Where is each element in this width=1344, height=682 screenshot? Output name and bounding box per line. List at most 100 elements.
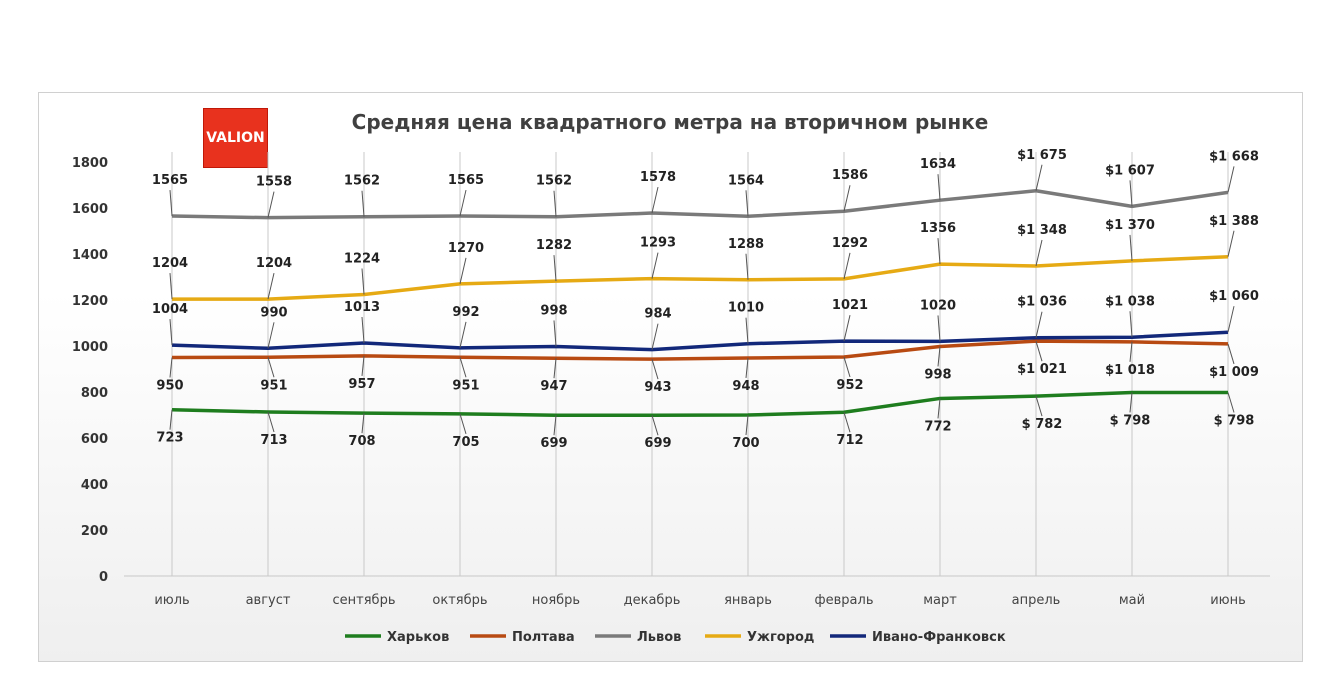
data-label: 998 bbox=[924, 367, 951, 382]
y-tick-label: 1600 bbox=[72, 202, 108, 217]
data-label: 699 bbox=[540, 436, 567, 451]
data-label: 1634 bbox=[920, 157, 956, 172]
x-tick-label: ноябрь bbox=[532, 593, 580, 608]
leader-line bbox=[553, 190, 557, 217]
leader-line bbox=[651, 252, 659, 279]
leader-line bbox=[267, 322, 275, 349]
leader-line bbox=[1227, 306, 1235, 333]
leader-line bbox=[459, 357, 467, 378]
y-tick-label: 1800 bbox=[72, 156, 108, 171]
y-tick-label: 800 bbox=[81, 386, 108, 401]
legend-label: Львов bbox=[637, 630, 681, 645]
leader-line bbox=[843, 412, 851, 433]
y-tick-label: 1000 bbox=[72, 340, 108, 355]
data-label: $1 021 bbox=[1017, 362, 1067, 377]
leader-line bbox=[745, 317, 749, 344]
leader-line bbox=[1035, 311, 1043, 338]
leader-line bbox=[361, 316, 365, 344]
data-label: $1 370 bbox=[1105, 218, 1155, 233]
x-tick-label: декабрь bbox=[624, 593, 681, 608]
data-label: 1020 bbox=[920, 298, 956, 313]
leader-line bbox=[1035, 395, 1043, 417]
data-label: 1564 bbox=[728, 173, 764, 188]
y-tick-label: 1200 bbox=[72, 294, 108, 309]
leader-line bbox=[843, 356, 851, 378]
data-label: $1 038 bbox=[1105, 294, 1155, 309]
leader-line bbox=[1227, 392, 1235, 413]
legend-label: Ужгород bbox=[747, 630, 814, 645]
data-label: 984 bbox=[644, 307, 671, 322]
data-label: 990 bbox=[260, 305, 287, 320]
series-line-1 bbox=[171, 339, 1229, 361]
leader-line bbox=[937, 238, 941, 265]
data-label: 957 bbox=[348, 377, 375, 392]
leader-line bbox=[937, 398, 941, 419]
y-tick-label: 0 bbox=[99, 570, 108, 585]
legend-label: Ивано-Франковск bbox=[872, 630, 1006, 645]
x-tick-label: август bbox=[246, 593, 291, 608]
leader-line bbox=[651, 323, 659, 350]
leader-line bbox=[1035, 239, 1043, 267]
data-label: 1565 bbox=[448, 173, 484, 188]
leader-line bbox=[553, 320, 557, 347]
leader-line bbox=[169, 357, 173, 378]
data-label: $1 675 bbox=[1017, 148, 1067, 163]
x-tick-label: февраль bbox=[815, 593, 874, 608]
data-label: 1204 bbox=[152, 256, 188, 271]
logo-text: VALION bbox=[206, 130, 265, 146]
leader-line bbox=[169, 190, 173, 217]
series-line-4 bbox=[171, 330, 1229, 352]
data-label: 712 bbox=[836, 433, 863, 448]
data-label: 1224 bbox=[344, 251, 380, 266]
leader-line bbox=[267, 272, 275, 300]
x-tick-label: сентябрь bbox=[333, 593, 396, 608]
data-label: 998 bbox=[540, 303, 567, 318]
data-label: 700 bbox=[732, 436, 759, 451]
leader-line bbox=[1129, 234, 1133, 261]
leader-line bbox=[553, 358, 557, 379]
x-tick-label: июнь bbox=[1210, 593, 1246, 608]
leader-line bbox=[651, 186, 659, 214]
data-label: $1 348 bbox=[1017, 223, 1067, 238]
data-label: $1 388 bbox=[1209, 214, 1259, 229]
data-label: 1204 bbox=[256, 256, 292, 271]
data-label: 1356 bbox=[920, 221, 956, 236]
leader-line bbox=[459, 189, 467, 217]
data-label: 943 bbox=[644, 380, 671, 395]
data-label: 947 bbox=[540, 379, 567, 394]
data-label: 705 bbox=[452, 435, 479, 450]
y-tick-label: 400 bbox=[81, 478, 108, 493]
data-label: 1562 bbox=[344, 174, 380, 189]
leader-line bbox=[553, 255, 557, 282]
data-label: 1292 bbox=[832, 236, 868, 251]
leader-line bbox=[267, 191, 275, 218]
data-label: 1558 bbox=[256, 175, 292, 190]
series-line-0 bbox=[171, 390, 1228, 417]
leader-line bbox=[745, 190, 749, 217]
leader-line bbox=[1227, 166, 1235, 193]
data-label: $1 036 bbox=[1017, 295, 1067, 310]
data-label: 1004 bbox=[152, 302, 188, 317]
data-label: $1 060 bbox=[1209, 289, 1259, 304]
leader-line bbox=[1227, 343, 1235, 365]
leader-line bbox=[361, 413, 365, 434]
data-label: 951 bbox=[452, 378, 479, 393]
data-label: 950 bbox=[156, 379, 183, 394]
leader-line bbox=[1129, 180, 1133, 207]
leader-line bbox=[843, 252, 851, 279]
chart-frame bbox=[38, 92, 1303, 662]
leader-line bbox=[1035, 341, 1043, 362]
data-label: 1293 bbox=[640, 236, 676, 251]
data-label: 723 bbox=[156, 431, 183, 446]
data-label: 1021 bbox=[832, 298, 868, 313]
leader-line bbox=[745, 414, 749, 436]
y-tick-label: 600 bbox=[81, 432, 108, 447]
leader-line bbox=[169, 409, 173, 430]
data-label: 1565 bbox=[152, 173, 188, 188]
leader-line bbox=[745, 253, 749, 280]
data-label: 948 bbox=[732, 379, 759, 394]
data-label: 1013 bbox=[344, 300, 380, 315]
data-label: 951 bbox=[260, 378, 287, 393]
x-tick-label: апрель bbox=[1012, 593, 1061, 608]
